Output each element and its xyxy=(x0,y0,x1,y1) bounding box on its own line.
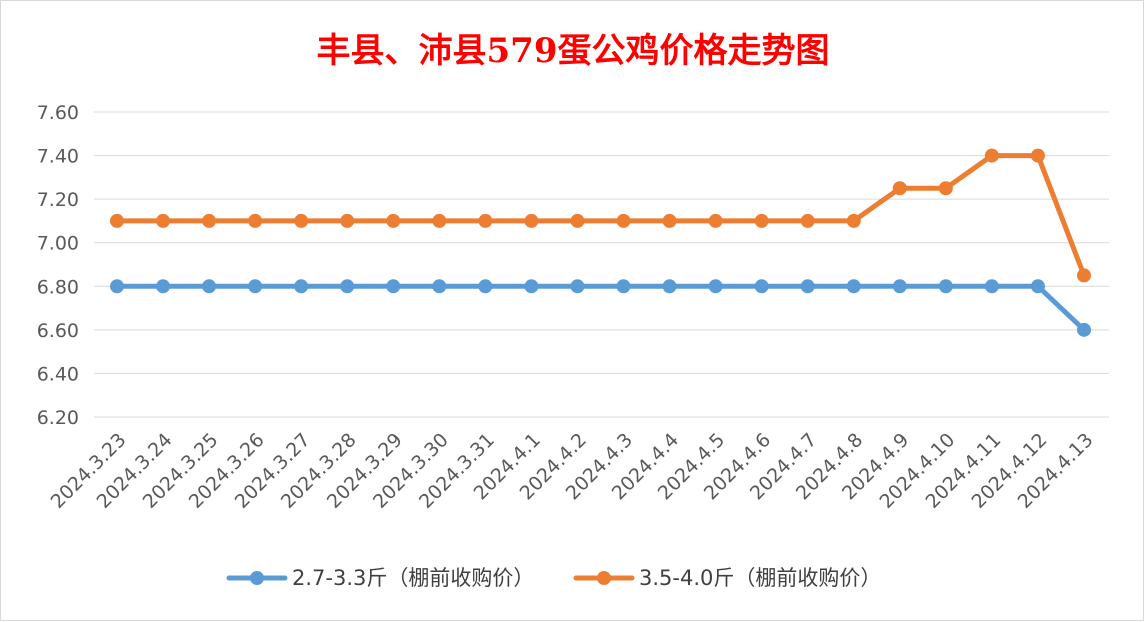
data-point xyxy=(1030,279,1045,294)
y-tick-label: 6.40 xyxy=(37,363,79,385)
data-point xyxy=(662,213,677,228)
data-point xyxy=(616,279,631,294)
data-point xyxy=(524,279,539,294)
data-point xyxy=(478,279,493,294)
data-point xyxy=(938,279,953,294)
data-point xyxy=(846,279,861,294)
legend-label-1: 2.7-3.3斤（棚前收购价） xyxy=(292,566,534,590)
data-point xyxy=(616,213,631,228)
legend-marker-1 xyxy=(250,571,264,585)
data-point xyxy=(846,213,861,228)
data-point xyxy=(892,181,907,196)
y-tick-label: 7.20 xyxy=(37,189,79,211)
data-point xyxy=(708,213,723,228)
data-point xyxy=(294,213,309,228)
data-point xyxy=(1077,268,1091,283)
data-point xyxy=(202,213,217,228)
series-line-1 xyxy=(114,283,1087,333)
data-point xyxy=(984,148,999,163)
data-point xyxy=(524,213,539,228)
data-point xyxy=(340,279,355,294)
data-point xyxy=(892,279,907,294)
data-point xyxy=(570,279,585,294)
series-line-2 xyxy=(114,153,1087,278)
data-point xyxy=(938,181,953,196)
data-point xyxy=(754,279,769,294)
data-point xyxy=(570,213,585,228)
y-tick-label: 7.40 xyxy=(37,146,79,168)
data-point xyxy=(340,213,355,228)
data-point xyxy=(294,279,309,294)
data-point xyxy=(156,279,171,294)
data-point xyxy=(800,213,815,228)
data-point xyxy=(432,279,447,294)
data-point xyxy=(248,279,263,294)
data-point xyxy=(662,279,677,294)
data-point xyxy=(110,213,124,228)
data-point xyxy=(110,279,124,294)
y-tick-label: 7.00 xyxy=(37,233,79,255)
data-point xyxy=(708,279,723,294)
data-point xyxy=(800,279,815,294)
data-point xyxy=(386,279,401,294)
data-point xyxy=(478,213,493,228)
legend-label-2: 3.5-4.0斤（棚前收购价） xyxy=(639,566,881,590)
y-tick-label: 7.60 xyxy=(37,102,79,124)
data-point xyxy=(1077,322,1091,337)
data-point xyxy=(984,279,999,294)
data-point xyxy=(1030,148,1045,163)
data-point xyxy=(432,213,447,228)
data-point xyxy=(156,213,171,228)
y-tick-label: 6.20 xyxy=(37,407,79,429)
data-point xyxy=(754,213,769,228)
y-tick-label: 6.80 xyxy=(37,276,79,298)
data-point xyxy=(202,279,217,294)
y-tick-label: 6.60 xyxy=(37,320,79,342)
legend-marker-2 xyxy=(597,571,611,585)
data-point xyxy=(248,213,263,228)
chart-title: 丰县、沛县579蛋公鸡价格走势图 xyxy=(316,31,830,71)
data-point xyxy=(386,213,401,228)
